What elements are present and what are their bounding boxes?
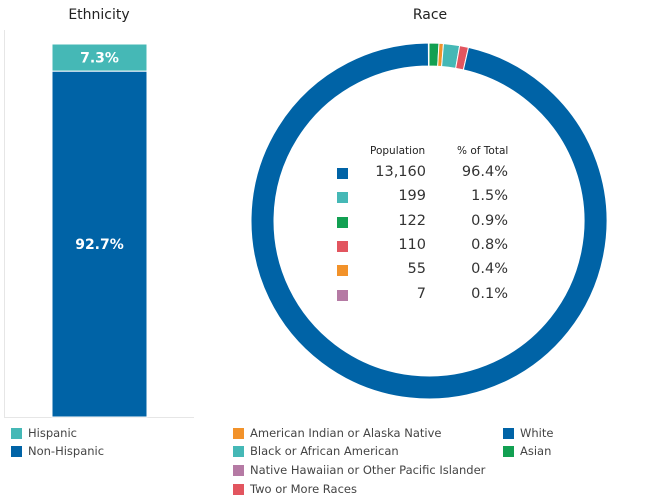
table-population-value: 199	[398, 188, 426, 205]
race-title: Race	[412, 7, 448, 23]
donut-slice-native-hawaiian-or-other-pacific-islander[interactable]	[427, 42, 430, 67]
table-population-value: 122	[398, 212, 426, 229]
table-percent-value: 96.4%	[461, 164, 508, 180]
table-swatch	[337, 265, 348, 277]
table-population-value: 55	[407, 261, 426, 278]
legend-label: Two or More Races	[250, 482, 357, 496]
legend-item-white[interactable]: White	[503, 426, 553, 440]
table-percent-value: 0.9%	[471, 212, 508, 229]
legend-label: Black or African American	[250, 444, 399, 458]
table-swatch	[337, 216, 348, 228]
table-percent-value: 1.5%	[471, 188, 508, 205]
legend-swatch-native-hawaiian	[233, 464, 244, 476]
legend-item-hispanic[interactable]: Hispanic	[11, 426, 77, 440]
bar-segment-hispanic[interactable]	[51, 43, 148, 72]
legend-swatch-hispanic	[11, 427, 22, 439]
table-percent-value: 0.8%	[471, 236, 508, 253]
bar-label-hispanic: 7.3%	[80, 51, 119, 67]
donut-slice-white[interactable]	[250, 42, 608, 400]
legend-swatch-two-or-more	[233, 483, 244, 495]
legend-item-two-or-more[interactable]: Two or More Races	[233, 482, 357, 496]
legend-item-non-hispanic[interactable]: Non-Hispanic	[11, 444, 104, 458]
table-percent-value: 0.1%	[471, 285, 508, 302]
table-population-value: 7	[416, 285, 426, 302]
table-percent-value: 0.4%	[471, 261, 508, 278]
table-population-value: 13,160	[375, 164, 426, 180]
bar-label-non-hispanic: 92.7%	[75, 237, 124, 253]
table-swatch	[337, 168, 348, 179]
table-swatch	[337, 240, 348, 252]
legend-swatch-asian	[503, 445, 514, 457]
ethnicity-title: Ethnicity	[68, 7, 130, 23]
legend-label: Hispanic	[28, 426, 77, 440]
legend-label: Non-Hispanic	[28, 444, 105, 458]
race-donut-chart	[250, 42, 608, 400]
legend-swatch-white	[503, 427, 514, 439]
legend-item-american-indian[interactable]: American Indian or Alaska Native	[233, 426, 441, 440]
table-header-percent: % of Total	[457, 145, 509, 157]
legend-label: Native Hawaiian or Other Pacific Islande…	[250, 463, 486, 477]
ethnicity-stacked-bar-chart: 7.3% 92.7%	[51, 43, 148, 418]
legend-swatch-black	[233, 445, 244, 457]
legend-swatch-non-hispanic	[11, 445, 22, 457]
legend-item-native-hawaiian[interactable]: Native Hawaiian or Other Pacific Islande…	[233, 463, 485, 477]
legend-label: Asian	[520, 444, 552, 458]
legend-swatch-american-indian	[233, 427, 244, 439]
table-swatch	[337, 192, 348, 204]
legend-label: White	[520, 426, 554, 440]
legend-label: American Indian or Alaska Native	[250, 426, 442, 440]
table-population-value: 110	[398, 236, 426, 253]
table-header-population: Population	[370, 145, 426, 157]
table-swatch	[337, 289, 348, 301]
ethnicity-axis-line	[4, 30, 5, 418]
bar-segment-non-hispanic[interactable]	[51, 70, 148, 418]
legend-item-black[interactable]: Black or African American	[233, 444, 399, 458]
legend-item-asian[interactable]: Asian	[503, 444, 551, 458]
